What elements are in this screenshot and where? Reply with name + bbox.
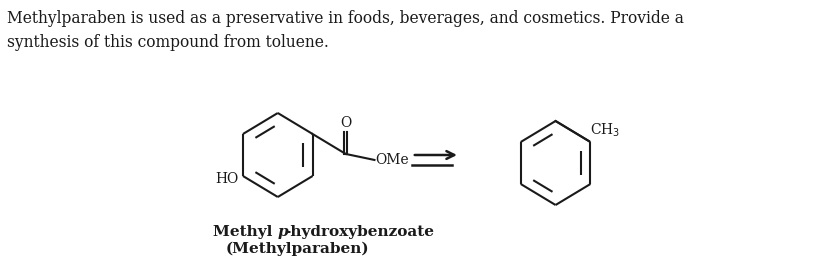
Text: (Methylparaben): (Methylparaben)	[225, 242, 369, 256]
Text: ‑hydroxybenzoate: ‑hydroxybenzoate	[285, 225, 434, 239]
Text: HO: HO	[215, 172, 238, 186]
Text: Methyl: Methyl	[213, 225, 278, 239]
Text: O: O	[340, 116, 352, 130]
Text: OMe: OMe	[376, 153, 409, 167]
Text: p: p	[278, 225, 288, 239]
Text: Methylparaben is used as a preservative in foods, beverages, and cosmetics. Prov: Methylparaben is used as a preservative …	[7, 10, 684, 51]
Text: CH$_3$: CH$_3$	[590, 122, 620, 139]
